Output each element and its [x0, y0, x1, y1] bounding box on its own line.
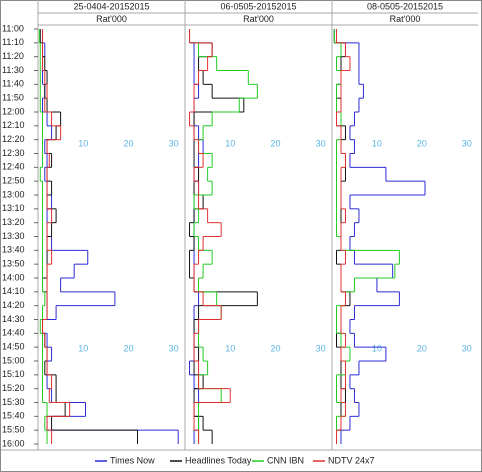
y-tick-label: 12:30	[2, 148, 25, 158]
panel-title: 25-0404-20152015	[73, 1, 149, 11]
x-tick-label: 10	[225, 343, 235, 353]
y-tick-label: 11:30	[2, 65, 24, 75]
x-tick-label: 10	[225, 138, 235, 148]
x-tick-label: 10	[78, 343, 88, 353]
y-tick-label: 11:50	[2, 93, 24, 103]
y-tick-label: 15:10	[2, 369, 25, 379]
y-tick-label: 12:50	[2, 176, 25, 186]
x-tick-label: 10	[372, 138, 382, 148]
x-tick-label: 20	[270, 343, 280, 353]
x-tick-label: 20	[123, 138, 133, 148]
panel-title: 08-0505-20152015	[367, 1, 443, 11]
y-tick-label: 13:40	[2, 245, 25, 255]
y-tick-label: 14:30	[2, 314, 25, 324]
y-tick-label: 12:00	[2, 106, 25, 116]
x-tick-label: 20	[123, 343, 133, 353]
x-tick-label: 10	[372, 343, 382, 353]
legend-label: Times Now	[110, 455, 155, 465]
x-tick-label: 30	[462, 138, 472, 148]
y-tick-label: 14:40	[2, 328, 25, 338]
x-tick-label: 30	[316, 138, 326, 148]
y-tick-label: 15:50	[2, 425, 25, 435]
x-tick-label: 20	[417, 343, 427, 353]
legend-label: Headlines Today	[185, 455, 252, 465]
y-tick-label: 15:00	[2, 355, 25, 365]
y-tick-label: 11:00	[2, 23, 24, 33]
y-tick-label: 15:40	[2, 411, 25, 421]
y-tick-label: 14:10	[2, 286, 25, 296]
y-tick-label: 16:00	[2, 438, 25, 448]
y-tick-label: 13:00	[2, 189, 25, 199]
y-tick-label: 15:20	[2, 383, 25, 393]
y-tick-label: 14:20	[2, 300, 25, 310]
y-tick-label: 14:00	[2, 272, 25, 282]
y-tick-label: 13:50	[2, 259, 25, 269]
y-tick-label: 12:40	[2, 162, 25, 172]
y-tick-label: 11:40	[2, 79, 24, 89]
x-tick-label: 30	[316, 343, 326, 353]
y-tick-label: 14:50	[2, 342, 25, 352]
x-axis-label: Rat'000	[243, 14, 274, 24]
x-tick-label: 30	[462, 343, 472, 353]
legend-label: NDTV 24x7	[328, 455, 375, 465]
y-tick-label: 11:20	[2, 51, 24, 61]
y-tick-label: 13:20	[2, 217, 25, 227]
y-tick-label: 15:30	[2, 397, 25, 407]
x-axis-label: Rat'000	[96, 14, 127, 24]
legend-label: CNN IBN	[267, 455, 304, 465]
x-tick-label: 30	[169, 343, 179, 353]
x-tick-label: 20	[417, 138, 427, 148]
y-tick-label: 12:20	[2, 134, 25, 144]
y-tick-label: 13:10	[2, 203, 25, 213]
y-tick-label: 11:10	[2, 37, 24, 47]
x-tick-label: 30	[169, 138, 179, 148]
panel-title: 06-0505-20152015	[220, 1, 296, 11]
x-axis-label: Rat'000	[390, 14, 421, 24]
y-tick-label: 12:10	[2, 120, 25, 130]
y-tick-label: 13:30	[2, 231, 25, 241]
x-tick-label: 20	[270, 138, 280, 148]
x-tick-label: 10	[78, 138, 88, 148]
